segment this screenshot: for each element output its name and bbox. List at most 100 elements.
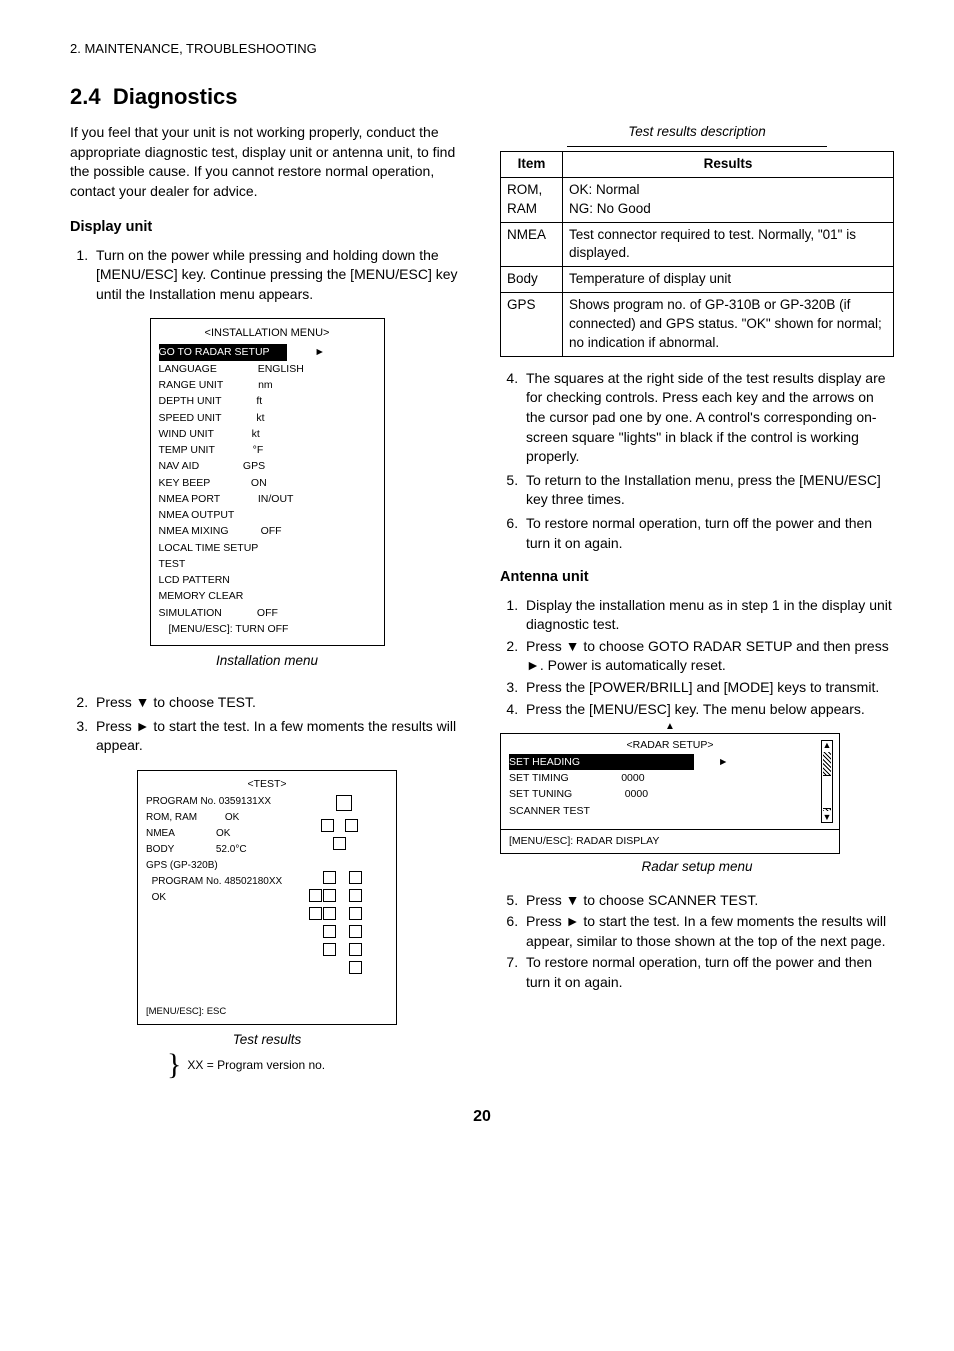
install-menu-footer: [MENU/ESC]: TURN OFF — [159, 621, 376, 637]
table-header-item: Item — [501, 151, 563, 177]
test-romram: ROM, RAM — [146, 812, 197, 823]
antenna-step-1: Display the installation menu as in step… — [522, 596, 894, 635]
display-step-1: Turn on the power while pressing and hol… — [92, 246, 464, 305]
key-square — [345, 819, 358, 832]
radar-menu-row: SET TUNING 0000 — [509, 786, 831, 802]
key-square — [323, 943, 336, 956]
brace-icon: } — [167, 1056, 181, 1074]
install-menu-row: LOCAL TIME SETUP — [159, 540, 376, 556]
chevron-right-icon: ► — [315, 344, 325, 360]
install-menu-row-selected: GO TO RADAR SETUP — [159, 344, 287, 360]
results-table: Item Results ROM, RAMOK: NormalNG: No Go… — [500, 151, 894, 357]
antenna-step-5: Press ▼ to choose SCANNER TEST. — [522, 891, 894, 911]
scroll-thumb — [823, 775, 831, 809]
install-menu-row: NMEA OUTPUT — [159, 507, 376, 523]
table-cell: OK: NormalNG: No Good — [563, 177, 894, 222]
display-unit-heading: Display unit — [70, 217, 464, 237]
display-step-6: To restore normal operation, turn off th… — [522, 514, 894, 553]
test-body: BODY — [146, 844, 174, 855]
chevron-right-icon: ► — [718, 754, 728, 770]
test-results-figure: <TEST> PROGRAM No. 0359131XX ROM, RAM OK… — [137, 770, 397, 1025]
install-menu-row: TEMP UNIT °F — [159, 442, 376, 458]
radar-row-selected: SET HEADING — [509, 754, 694, 770]
key-square — [333, 837, 346, 850]
scroll-down-icon: ▼ — [822, 812, 832, 823]
test-results-caption: Test results — [137, 1031, 397, 1049]
key-square — [323, 871, 336, 884]
test-gps-ok: OK — [152, 892, 166, 903]
key-square — [321, 819, 334, 832]
install-menu-row: KEY BEEP ON — [159, 475, 376, 491]
key-square — [309, 889, 322, 902]
key-square — [349, 943, 362, 956]
section-title: 2.4 Diagnostics — [70, 82, 894, 113]
display-step-2: Press ▼ to choose TEST. — [92, 693, 464, 713]
key-square — [323, 889, 336, 902]
table-cell: Test connector required to test. Normall… — [563, 222, 894, 267]
table-cell: ROM, RAM — [501, 177, 563, 222]
table-cell: Body — [501, 267, 563, 293]
test-esc: [MENU/ESC]: ESC — [146, 1005, 226, 1018]
test-ok2: OK — [216, 828, 230, 839]
key-square — [349, 889, 362, 902]
antenna-step-3: Press the [POWER/BRILL] and [MODE] keys … — [522, 678, 894, 698]
install-menu-row: LANGUAGE ENGLISH — [159, 361, 376, 377]
key-square — [323, 907, 336, 920]
installation-menu-figure: <INSTALLATION MENU> GO TO RADAR SETUP ► … — [150, 318, 385, 646]
table-cell: Shows program no. of GP-310B or GP-320B … — [563, 293, 894, 357]
section-heading: Diagnostics — [113, 84, 238, 109]
key-square — [349, 907, 362, 920]
display-step-5: To return to the Installation menu, pres… — [522, 471, 894, 510]
table-row: ROM, RAMOK: NormalNG: No Good — [501, 177, 894, 222]
table-cell: Temperature of display unit — [563, 267, 894, 293]
install-menu-row: NMEA PORT IN/OUT — [159, 491, 376, 507]
scroll-up-icon: ▲ — [822, 740, 832, 751]
key-square — [349, 871, 362, 884]
test-temp: 52.0°C — [216, 844, 247, 855]
test-gps-prog: PROGRAM No. 48502180XX — [152, 876, 283, 887]
table-rule — [567, 146, 827, 147]
install-menu-row: MEMORY CLEAR — [159, 588, 376, 604]
antenna-step-2: Press ▼ to choose GOTO RADAR SETUP and t… — [522, 637, 894, 676]
install-menu-caption: Installation menu — [70, 652, 464, 671]
table-cell: GPS — [501, 293, 563, 357]
radar-menu-caption: Radar setup menu — [500, 858, 894, 877]
install-menu-row: DEPTH UNIT ft — [159, 393, 376, 409]
key-square — [349, 961, 362, 974]
test-title: <TEST> — [146, 777, 388, 792]
install-menu-row: TEST — [159, 556, 376, 572]
key-square — [323, 925, 336, 938]
install-menu-row: NMEA MIXING OFF — [159, 523, 376, 539]
install-menu-row: NAV AID GPS — [159, 458, 376, 474]
antenna-step-4: Press the [MENU/ESC] key. The menu below… — [522, 700, 894, 720]
page-number: 20 — [70, 1106, 894, 1128]
key-square — [336, 795, 352, 811]
radar-setup-menu-figure: ▲ <RADAR SETUP> SET HEADING ► SET TIMING… — [500, 733, 840, 854]
intro-paragraph: If you feel that your unit is not workin… — [70, 123, 464, 201]
install-menu-row: SIMULATION OFF — [159, 605, 376, 621]
table-cell: NMEA — [501, 222, 563, 267]
install-menu-row: RANGE UNIT nm — [159, 377, 376, 393]
version-note: } XX = Program version no. — [167, 1056, 397, 1074]
install-menu-title: <INSTALLATION MENU> — [159, 325, 376, 342]
antenna-step-7: To restore normal operation, turn off th… — [522, 953, 894, 992]
section-number: 2.4 — [70, 84, 101, 109]
antenna-unit-heading: Antenna unit — [500, 567, 894, 587]
table-caption: Test results description — [500, 123, 894, 142]
key-square — [309, 907, 322, 920]
triangle-up-icon: ▲ — [665, 720, 675, 734]
table-row: BodyTemperature of display unit — [501, 267, 894, 293]
radar-menu-title: <RADAR SETUP> — [509, 738, 831, 753]
test-ok1: OK — [225, 812, 239, 823]
antenna-step-6: Press ► to start the test. In a few mome… — [522, 912, 894, 951]
radar-menu-footer: [MENU/ESC]: RADAR DISPLAY — [501, 830, 839, 853]
display-step-3: Press ► to start the test. In a few mome… — [92, 717, 464, 756]
install-menu-row: WIND UNIT kt — [159, 426, 376, 442]
display-step-4: The squares at the right side of the tes… — [522, 369, 894, 467]
scrollbar: ▲ ▼ — [821, 740, 833, 823]
table-row: GPSShows program no. of GP-310B or GP-32… — [501, 293, 894, 357]
page-header: 2. MAINTENANCE, TROUBLESHOOTING — [70, 40, 894, 58]
radar-menu-row: SCANNER TEST — [509, 803, 831, 819]
install-menu-row: SPEED UNIT kt — [159, 410, 376, 426]
key-square — [349, 925, 362, 938]
